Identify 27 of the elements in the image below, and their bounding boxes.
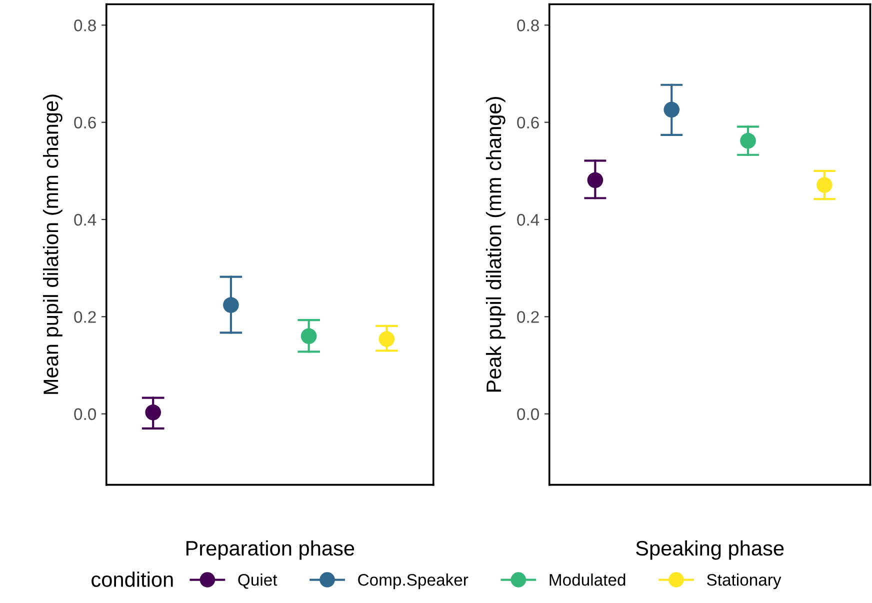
y-tick-label: 0.6: [74, 116, 96, 129]
y-tick-label: 0.4: [74, 214, 96, 226]
legend-label: Comp.Speaker: [358, 574, 468, 590]
y-tick-label: 0.0: [517, 408, 539, 420]
legend-title: condition: [92, 572, 173, 587]
point: [816, 177, 832, 193]
y-axis-title: Mean pupil dilation (mm change): [42, 94, 62, 394]
point: [587, 172, 604, 188]
y-tick-label: 0.2: [74, 311, 96, 323]
y-tick-label: 0.6: [517, 116, 539, 129]
y-tick-label: 0.8: [517, 20, 539, 32]
x-axis-title: Speaking phase: [636, 540, 784, 560]
point: [378, 331, 395, 347]
y-tick-label: 0.0: [74, 408, 96, 420]
point: [145, 404, 162, 420]
y-tick-label: 0.2: [517, 311, 539, 323]
x-axis-title: Preparation phase: [186, 540, 354, 560]
legend-label: Modulated: [550, 574, 626, 586]
point: [740, 132, 756, 149]
legend-label: Stationary: [707, 574, 782, 590]
y-tick-label: 0.8: [74, 20, 96, 32]
point: [300, 328, 317, 344]
point: [223, 297, 239, 313]
y-axis-title: Peak pupil dilation (mm change): [486, 96, 506, 392]
point: [664, 102, 680, 118]
legend-label: Quiet: [238, 574, 278, 589]
y-tick-label: 0.4: [517, 214, 540, 226]
